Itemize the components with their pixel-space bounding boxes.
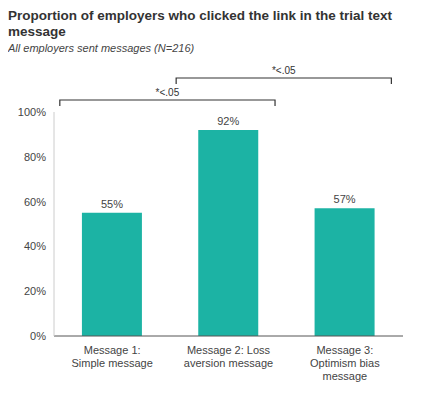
- svg-text:Message 3:Optimism biasmessage: Message 3:Optimism biasmessage: [310, 344, 380, 382]
- svg-text:*<.05: *<.05: [272, 65, 296, 76]
- svg-text:Message 1:Simple message: Message 1:Simple message: [72, 344, 153, 369]
- svg-text:0%: 0%: [30, 330, 46, 342]
- svg-text:*<.05: *<.05: [156, 87, 180, 98]
- svg-text:100%: 100%: [18, 106, 46, 118]
- svg-text:40%: 40%: [24, 240, 46, 252]
- svg-text:57%: 57%: [334, 193, 356, 205]
- html-text:Proportion of employers who cl: Proportion of employers who clicked the …: [8, 8, 393, 39]
- svg-text:Message 2: Lossaversion messag: Message 2: Lossaversion message: [184, 344, 273, 369]
- svg-text:20%: 20%: [24, 285, 46, 297]
- svg-text:55%: 55%: [101, 198, 123, 210]
- html-text:All employers sent messages (N: All employers sent messages (N=216): [8, 42, 195, 54]
- svg-text:92%: 92%: [217, 115, 239, 127]
- svg-text:60%: 60%: [24, 196, 46, 208]
- svg-text:80%: 80%: [24, 151, 46, 163]
